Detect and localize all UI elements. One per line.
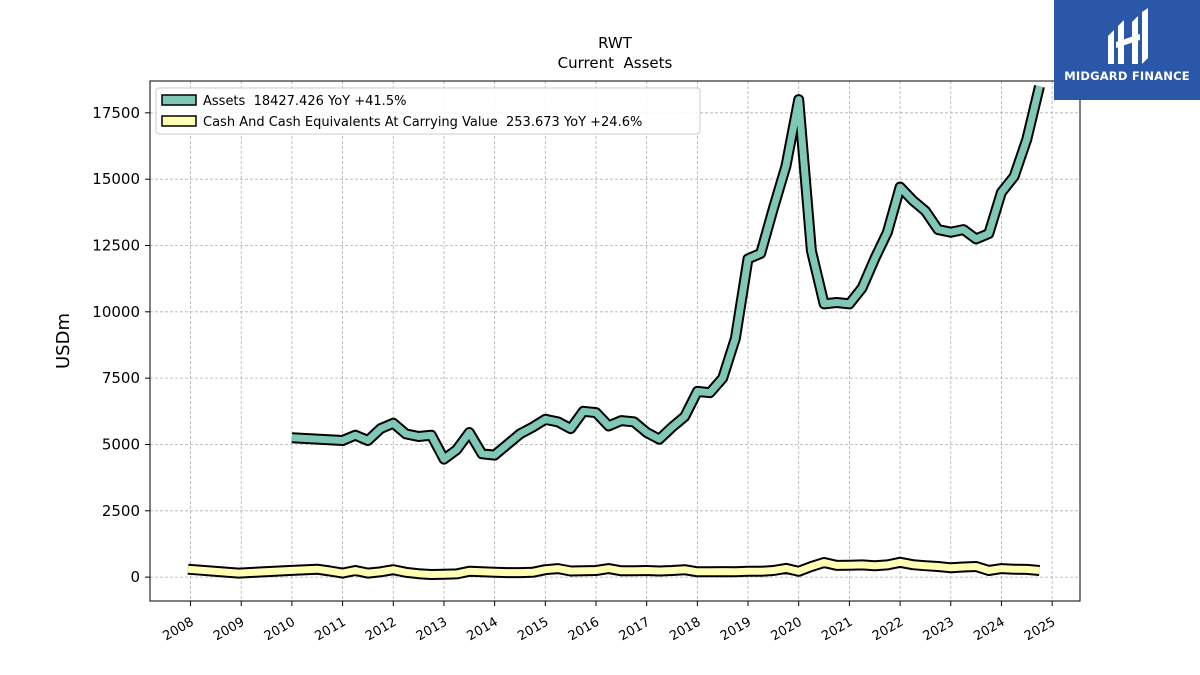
x-tick-label: 2010: [262, 615, 298, 645]
legend-label-cash: Cash And Cash Equivalents At Carrying Va…: [203, 115, 642, 130]
y-tick-label: 5000: [102, 435, 140, 453]
x-tick-label: 2021: [819, 615, 855, 645]
chart-title: RWT: [598, 34, 633, 52]
grid: [150, 81, 1080, 601]
series-line-assets: [291, 85, 1043, 463]
brand-logo: MIDGARD FINANCE: [1054, 0, 1200, 100]
logo-text: MIDGARD FINANCE: [1064, 69, 1190, 83]
y-tick-label: 15000: [92, 170, 140, 188]
legend-swatch-assets: [161, 94, 197, 106]
midgard-logo-icon: [1108, 8, 1148, 64]
y-tick-label: 12500: [92, 236, 140, 254]
x-tick-label: 2022: [870, 615, 906, 645]
y-axis-label: USDm: [53, 313, 74, 369]
series-outline-assets: [291, 85, 1045, 465]
x-tick-label: 2015: [515, 615, 551, 645]
x-axis: 2008 2009 2010 2011 2012 2013 2014 2015 2016 2017…: [160, 601, 1058, 644]
y-tick-label: 10000: [92, 303, 140, 321]
x-tick-label: 2009: [211, 615, 247, 645]
x-tick-label: 2020: [769, 615, 805, 645]
y-axis: 0 2500 5000 7500 10000 12500 15000 17500: [92, 104, 150, 586]
y-tick-label: 0: [130, 568, 140, 586]
x-tick-label: 2017: [617, 615, 653, 645]
x-tick-label: 2025: [1022, 615, 1058, 645]
x-tick-label: 2014: [465, 615, 501, 645]
plot-frame: [149, 80, 1081, 602]
x-tick-label: 2011: [313, 615, 349, 645]
x-tick-label: 2023: [921, 615, 957, 645]
x-tick-label: 2012: [363, 615, 399, 645]
legend-label-assets: Assets 18427.426 YoY +41.5%: [203, 94, 406, 109]
chart-subtitle: Current Assets: [558, 54, 673, 72]
series-layer: [187, 85, 1045, 580]
legend: Assets 18427.426 YoY +41.5% Cash And Cas…: [155, 87, 701, 135]
y-tick-label: 17500: [92, 104, 140, 122]
y-tick-label: 7500: [102, 369, 140, 387]
x-tick-label: 2024: [971, 615, 1007, 645]
x-tick-label: 2013: [414, 615, 450, 645]
x-tick-label: 2008: [160, 615, 196, 645]
legend-swatch-cash: [161, 115, 197, 127]
series-line-cash: [187, 558, 1040, 578]
x-tick-label: 2018: [667, 615, 703, 645]
x-tick-label: 2019: [718, 615, 754, 645]
legend-box: [155, 87, 701, 135]
y-tick-label: 2500: [102, 502, 140, 520]
x-tick-label: 2016: [566, 615, 602, 645]
